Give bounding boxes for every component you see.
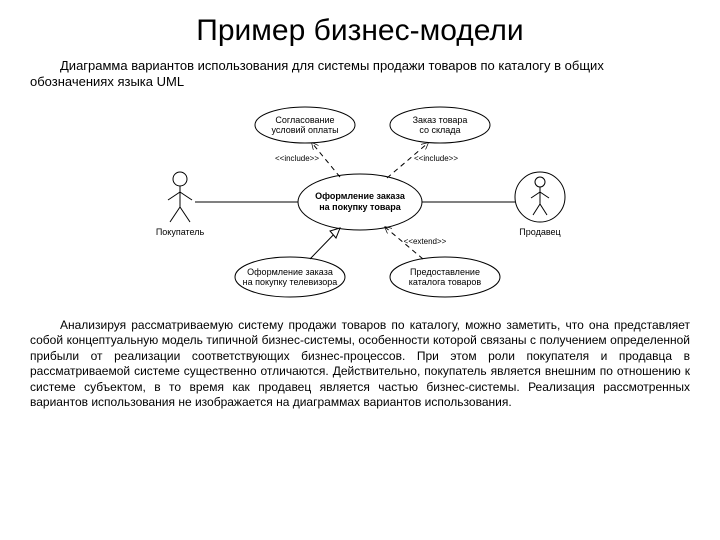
usecase-tv-line1: Оформление заказа (247, 267, 333, 277)
use-case-diagram: Покупатель Продавец Оформление заказа (30, 97, 690, 312)
usecase-stock: Заказ товара со склада (390, 107, 490, 143)
slide-body-text: Анализируя рассматриваемую систему прода… (30, 318, 690, 412)
stereo-include2: <<include>> (414, 154, 458, 163)
usecase-tv: Оформление заказа на покупку телевизора (235, 257, 345, 297)
usecase-catalog-line1: Предоставление (410, 267, 480, 277)
usecase-central-line1: Оформление заказа (315, 191, 406, 201)
usecase-central-line2: на покупку товара (319, 202, 402, 212)
usecase-central: Оформление заказа на покупку товара (298, 174, 422, 230)
actor-seller: Продавец (515, 172, 565, 237)
slide-title: Пример бизнес-модели (30, 14, 690, 48)
usecase-pay-line1: Согласование (275, 115, 334, 125)
actor-buyer: Покупатель (156, 172, 205, 237)
usecase-tv-line2: на покупку телевизора (243, 277, 338, 287)
actor-buyer-label: Покупатель (156, 227, 205, 237)
usecase-catalog: Предоставление каталога товаров (390, 257, 500, 297)
usecase-stock-line2: со склада (419, 125, 460, 135)
usecase-pay: Согласование условий оплаты (255, 107, 355, 143)
usecase-catalog-line2: каталога товаров (409, 277, 482, 287)
slide-subtitle: Диаграмма вариантов использования для си… (30, 58, 690, 91)
actor-seller-label: Продавец (519, 227, 560, 237)
usecase-pay-line2: условий оплаты (271, 125, 338, 135)
usecase-stock-line1: Заказ товара (413, 115, 468, 125)
stereo-extend: <<extend>> (404, 237, 447, 246)
uml-diagram-svg: Покупатель Продавец Оформление заказа (140, 97, 580, 307)
stereo-include1: <<include>> (275, 154, 319, 163)
slide-root: Пример бизнес-модели Диаграмма вариантов… (0, 0, 720, 540)
